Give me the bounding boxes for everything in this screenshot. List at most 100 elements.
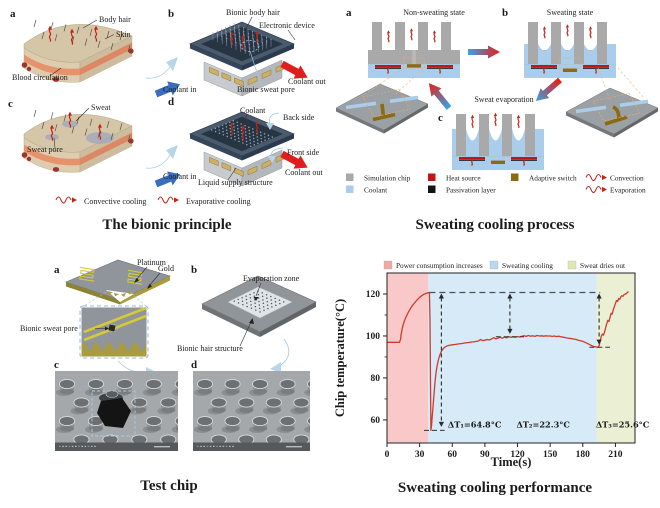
legend-swatch <box>428 185 436 193</box>
legend-label: Coolant <box>364 186 387 195</box>
legend-label: Convection <box>610 174 644 183</box>
transition-arrow-icon <box>468 45 500 59</box>
skin-illustration <box>21 19 134 83</box>
skin-sweating-illustration <box>21 109 134 173</box>
chip-plan-view-bent <box>565 87 659 138</box>
legend-label: Passivation layer <box>446 186 496 195</box>
liquid-supply-structure-label: Liquid supply structure <box>198 178 273 187</box>
state-label: Non-sweating state <box>403 8 465 17</box>
svg-text:60: 60 <box>448 450 458 460</box>
gold-label: Gold <box>158 264 174 273</box>
electronic-device-illustration <box>154 21 308 98</box>
evaporation-zone-label: Evaporation zone <box>243 274 300 283</box>
svg-text:Sweat dries out: Sweat dries out <box>580 261 625 270</box>
back-side-label: Back side <box>283 113 315 122</box>
legend-swatch <box>346 185 354 193</box>
leader-line <box>240 114 248 128</box>
coolant-out-label: Coolant out <box>288 77 326 86</box>
state-label: Sweat evaporation <box>474 95 533 104</box>
evaporative-cooling-label: Evaporative cooling <box>186 197 251 206</box>
y-axis-label: Chip temperature(°C) <box>333 299 347 417</box>
leader-line <box>255 282 262 297</box>
panel-title: The bionic principle <box>102 217 232 233</box>
svg-text:30: 30 <box>415 450 425 460</box>
bionic-sweat-pore-label: Bionic sweat pore <box>237 85 295 94</box>
leader-line <box>239 321 252 347</box>
bionic-body-hair-label: Bionic body hair <box>226 8 280 17</box>
cross-section-non-sweating <box>368 22 460 78</box>
coolant-in-label: Coolant in <box>163 85 197 94</box>
svg-text:180: 180 <box>576 450 591 460</box>
body-hair-label: Body hair <box>99 15 131 24</box>
panel-letter: b <box>168 8 174 20</box>
convective-cooling-label: Convective cooling <box>84 197 146 206</box>
leader-line <box>249 50 262 86</box>
curved-arrow-icon <box>277 338 290 368</box>
svg-text:80: 80 <box>371 374 381 384</box>
svg-text:100: 100 <box>366 332 381 342</box>
cross-section-evaporation <box>452 112 544 170</box>
leader-line <box>243 16 253 34</box>
convection-icon <box>585 174 607 181</box>
coolant-in-label: Coolant in <box>163 172 197 181</box>
zoom-connector-lines <box>361 67 645 101</box>
state-label: Sweating state <box>547 8 594 17</box>
panel-title: Test chip <box>140 478 197 494</box>
panel-letter: c <box>54 359 59 371</box>
skin-label: Skin <box>116 30 131 39</box>
panel-letter: b <box>502 7 508 19</box>
panel-sweating-process: a Non-sweating state b Sweating state Sw… <box>335 7 659 233</box>
panel-letter: d <box>168 96 174 108</box>
process-legend: Simulation chip Coolant Heat source Pass… <box>346 173 646 195</box>
evaporation-icon <box>585 186 607 193</box>
panel-bionic-principle: a Body hair Skin Blood circulation b Bio… <box>8 8 326 233</box>
svg-text:120: 120 <box>366 290 381 300</box>
transition-arrow-icon <box>531 75 565 106</box>
platinum-label: Platinum <box>137 258 167 267</box>
evaporative-cooling-icon <box>157 196 179 204</box>
arrow-head-icon <box>134 278 139 283</box>
sweat-pore-inset <box>79 305 149 359</box>
svg-text:90: 90 <box>480 450 490 460</box>
arrow-head-icon <box>253 297 259 301</box>
curved-arrow-head-icon <box>266 123 274 130</box>
line-chart: ΔT₁=64.8°C ΔT₂=22.3°C ΔT₃=25.6°C 0 30 60 90 120… <box>366 260 650 460</box>
coolant-out-label: Coolant out <box>285 168 323 177</box>
panel-letter: b <box>191 264 197 276</box>
leader-line <box>227 167 237 181</box>
transition-arrow-icon <box>423 79 455 113</box>
curved-arrow-head-icon <box>270 362 281 373</box>
cross-section-sweating <box>524 22 616 78</box>
leader-line <box>49 67 62 77</box>
curved-arrow-icon <box>145 151 173 169</box>
legend-label: Heat source <box>446 174 481 183</box>
arrow-head-icon <box>105 326 109 331</box>
panel-test-chip: a Platinum Gold Bionic sweat pore b <box>20 258 317 494</box>
svg-text:150: 150 <box>543 450 558 460</box>
coolant-label: Coolant <box>240 106 266 115</box>
sem-image-with-pore <box>55 371 178 451</box>
leader-line <box>82 19 98 29</box>
panel-title: Sweating cooling performance <box>398 480 592 496</box>
svg-text:ΔT₂=22.3°C: ΔT₂=22.3°C <box>516 419 570 429</box>
svg-text:ΔT₃=25.6°C: ΔT₃=25.6°C <box>596 419 650 429</box>
sweat-label: Sweat <box>91 103 111 112</box>
panel-letter: a <box>10 8 16 20</box>
evaporation-chip-illustration <box>201 275 317 337</box>
legend-label: Evaporation <box>610 186 646 195</box>
arrow-head-icon <box>147 284 152 289</box>
curved-arrow-head-icon <box>268 156 276 163</box>
leader-line <box>135 266 148 281</box>
legend-swatch <box>346 173 354 181</box>
curved-arrow-icon <box>271 147 284 158</box>
legend-swatch <box>511 173 519 181</box>
sem-image-pillars <box>193 371 310 451</box>
svg-text:210: 210 <box>608 450 623 460</box>
svg-text:ΔT₁=64.8°C: ΔT₁=64.8°C <box>448 419 502 429</box>
leader-line <box>53 137 56 149</box>
blood-circulation-label: Blood circulation <box>12 73 68 82</box>
leader-line <box>75 107 90 122</box>
svg-text:60: 60 <box>371 416 381 426</box>
curved-arrow-icon <box>117 360 147 373</box>
